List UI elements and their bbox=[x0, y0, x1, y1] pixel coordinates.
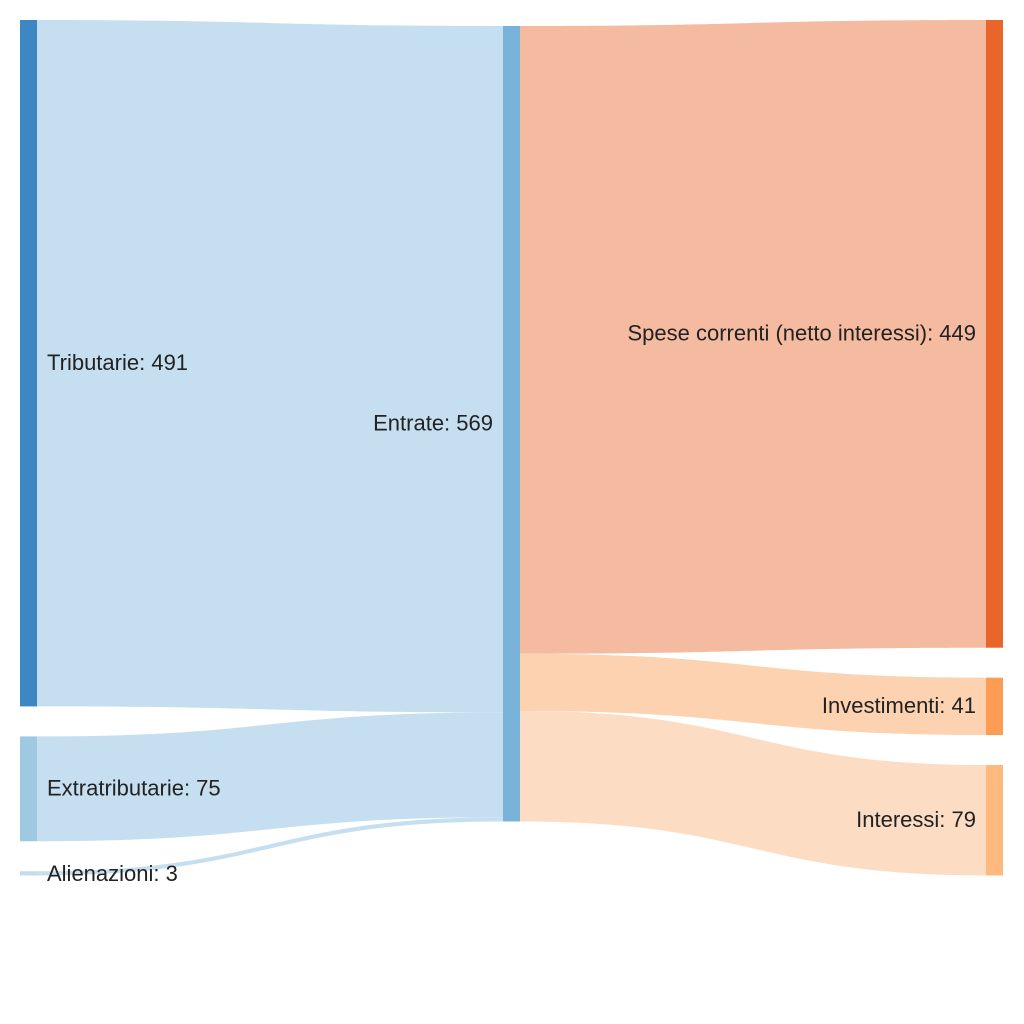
link-entrate-to-interessi bbox=[520, 711, 986, 876]
node-alienazioni bbox=[20, 871, 37, 876]
link-tributarie-to-entrate bbox=[37, 20, 503, 713]
link-extratributarie-to-entrate bbox=[37, 712, 503, 842]
node-label-interessi: Interessi: 79 bbox=[856, 807, 976, 832]
node-label-spese: Spese correnti (netto interessi): 449 bbox=[627, 321, 976, 346]
node-entrate bbox=[503, 26, 520, 822]
node-extratributarie bbox=[20, 736, 37, 842]
node-investimenti bbox=[986, 677, 1003, 736]
links-layer bbox=[37, 20, 986, 876]
node-interessi bbox=[986, 765, 1003, 876]
node-label-investimenti: Investimenti: 41 bbox=[822, 693, 976, 718]
node-label-tributarie: Tributarie: 491 bbox=[47, 350, 188, 375]
node-label-alienazioni: Alienazioni: 3 bbox=[47, 861, 178, 886]
link-entrate-to-investimenti bbox=[520, 653, 986, 736]
nodes-layer bbox=[20, 20, 1003, 876]
node-label-entrate: Entrate: 569 bbox=[373, 411, 493, 436]
labels-layer: Tributarie: 491 Extratributarie: 75 Aliena… bbox=[47, 321, 976, 887]
node-spese bbox=[986, 20, 1003, 648]
node-tributarie bbox=[20, 20, 37, 707]
link-alienazioni-to-entrate bbox=[37, 817, 503, 876]
link-entrate-to-spese bbox=[520, 20, 986, 654]
node-label-extratributarie: Extratributarie: 75 bbox=[47, 776, 221, 801]
